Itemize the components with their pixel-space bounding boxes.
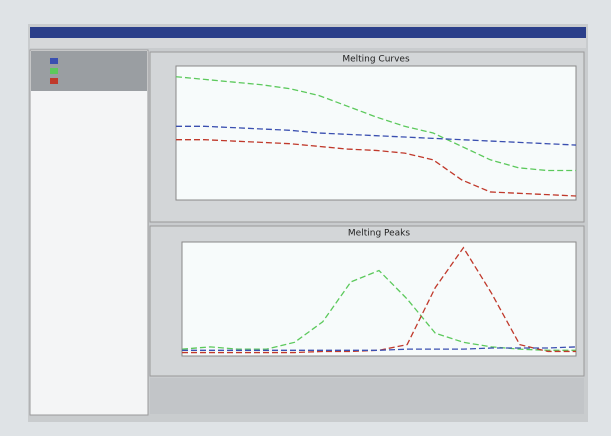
bottom-panel [150, 378, 584, 414]
data-line [175, 76, 576, 172]
data-line [176, 139, 577, 197]
data-line [182, 346, 577, 351]
legend-swatch[interactable] [50, 58, 58, 64]
data-line [176, 125, 577, 146]
chart-title: Melting Curves [342, 55, 410, 65]
data-line [182, 246, 576, 354]
legend-panel [31, 51, 147, 91]
plot-area [181, 241, 577, 357]
plot-area [175, 65, 577, 201]
chart-title: Melting Peaks [348, 229, 410, 239]
menu-bar [30, 38, 586, 48]
legend-swatch[interactable] [50, 78, 58, 84]
title-bar [30, 27, 586, 38]
side-panel [29, 49, 149, 416]
legend-swatch[interactable] [50, 68, 58, 74]
